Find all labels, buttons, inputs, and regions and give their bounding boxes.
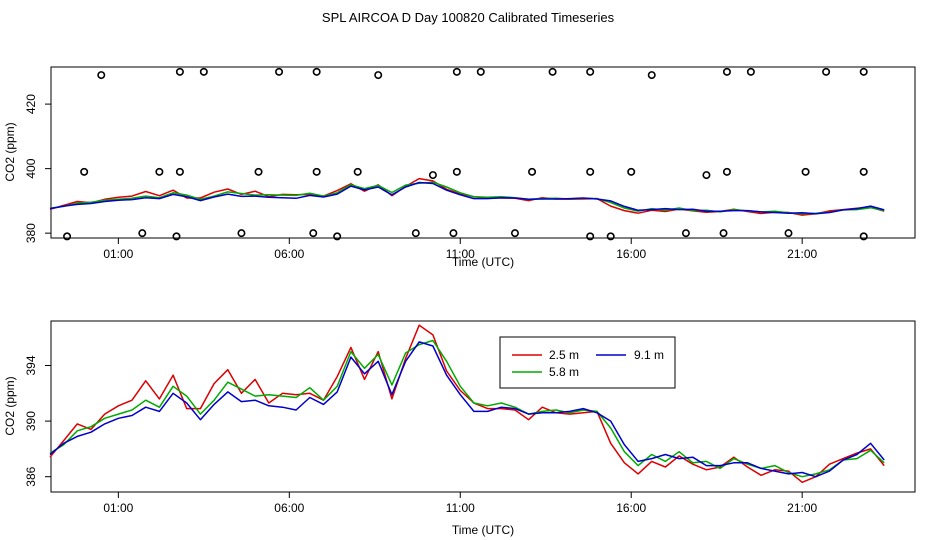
top-outlier-point (237, 229, 246, 238)
top-outlier-point (722, 167, 731, 176)
top-outlier-point (353, 167, 362, 176)
top-outlier-point (859, 167, 868, 176)
top-x-tick-label: 01:00 (103, 247, 133, 261)
top-outlier-point (722, 67, 731, 76)
top-outlier-point (175, 167, 184, 176)
top-y-axis-label: CO2 (ppm) (3, 122, 17, 181)
bottom-series-line-2-5-m (49, 324, 885, 484)
bottom-series-line-9-1-m (49, 341, 885, 478)
top-outlier-point (138, 229, 147, 238)
bottom-y-axis-label: CO2 (ppm) (3, 376, 17, 435)
top-outlier-point (801, 167, 810, 176)
top-outlier-point (548, 67, 557, 76)
legend-label-5-8m: 5.8 m (549, 365, 579, 379)
bottom-y-axis: 386 390 394 (24, 355, 51, 487)
top-outlier-point (312, 67, 321, 76)
top-outlier-point (586, 167, 595, 176)
legend-box (499, 336, 676, 389)
bottom-x-tick-label: 06:00 (274, 501, 304, 515)
top-outlier-point (309, 229, 318, 238)
bottom-y-tick-label: 386 (24, 466, 38, 486)
top-outlier-point (784, 229, 793, 238)
top-outlier-point (606, 232, 615, 241)
legend: 2.5 m 5.8 m 9.1 m (499, 336, 676, 389)
top-outlier-point (172, 232, 181, 241)
top-outlier-point (452, 167, 461, 176)
top-outlier-point (510, 229, 519, 238)
top-plot-marks (49, 67, 885, 241)
bottom-panel: 01:00 06:00 11:00 16:00 21:00 386 390 394 Time… (3, 320, 916, 537)
top-x-tick-label: 06:00 (274, 247, 304, 261)
top-outlier-point (528, 167, 537, 176)
top-outlier-point (374, 71, 383, 80)
top-plot-frame (50, 66, 916, 239)
top-outlier-point (63, 232, 72, 241)
legend-label-2-5m: 2.5 m (549, 348, 579, 362)
top-outlier-point (647, 71, 656, 80)
top-x-tick-label: 16:00 (616, 247, 646, 261)
figure-title: SPL AIRCOA D Day 100820 Calibrated Times… (322, 10, 615, 25)
top-y-tick-label: 380 (24, 223, 38, 243)
bottom-plot-marks (49, 324, 885, 484)
top-x-tick-label: 21:00 (787, 247, 817, 261)
top-series-line-9-1-m (49, 181, 885, 215)
top-outlier-point (80, 167, 89, 176)
bottom-x-axis: 01:00 06:00 11:00 16:00 21:00 (103, 492, 818, 515)
top-outlier-point (449, 229, 458, 238)
top-outlier-point (428, 171, 437, 180)
top-outlier-point (702, 171, 711, 180)
top-y-tick-label: 420 (24, 94, 38, 114)
top-outlier-point (859, 232, 868, 241)
top-outlier-point (175, 67, 184, 76)
bottom-x-tick-label: 11:00 (446, 501, 475, 515)
top-panel: 01:00 06:00 11:00 16:00 21:00 380 400 420 Time… (3, 66, 916, 269)
top-outlier-point (97, 71, 106, 80)
bottom-x-tick-label: 21:00 (787, 501, 817, 515)
bottom-x-tick-label: 16:00 (616, 501, 646, 515)
top-outlier-point (452, 67, 461, 76)
top-y-tick-label: 400 (24, 158, 38, 178)
top-outlier-point (411, 229, 420, 238)
top-outlier-point (155, 167, 164, 176)
top-outlier-point (199, 67, 208, 76)
top-outlier-point (627, 167, 636, 176)
top-outlier-point (254, 167, 263, 176)
bottom-plot-frame (50, 320, 916, 493)
legend-label-9-1m: 9.1 m (634, 348, 664, 362)
top-outlier-point (586, 232, 595, 241)
bottom-x-tick-label: 01:00 (103, 501, 133, 515)
top-outlier-point (476, 67, 485, 76)
top-outlier-point (719, 229, 728, 238)
bottom-y-tick-label: 390 (24, 411, 38, 431)
top-outlier-point (275, 67, 284, 76)
top-outlier-point (822, 67, 831, 76)
top-y-axis: 380 400 420 (24, 94, 51, 243)
bottom-y-tick-label: 394 (24, 355, 38, 375)
top-outlier-point (859, 67, 868, 76)
top-outlier-point (586, 67, 595, 76)
bottom-x-axis-label: Time (UTC) (452, 523, 514, 537)
top-x-tick-label: 11:00 (446, 247, 475, 261)
top-series-line-5-8-m (49, 181, 885, 215)
top-x-axis-label: Time (UTC) (452, 255, 514, 269)
top-outlier-point (681, 229, 690, 238)
top-outlier-point (746, 67, 755, 76)
bottom-series-line-5-8-m (49, 339, 885, 478)
top-x-axis: 01:00 06:00 11:00 16:00 21:00 (103, 238, 818, 261)
top-outlier-point (333, 232, 342, 241)
top-outlier-point (312, 167, 321, 176)
